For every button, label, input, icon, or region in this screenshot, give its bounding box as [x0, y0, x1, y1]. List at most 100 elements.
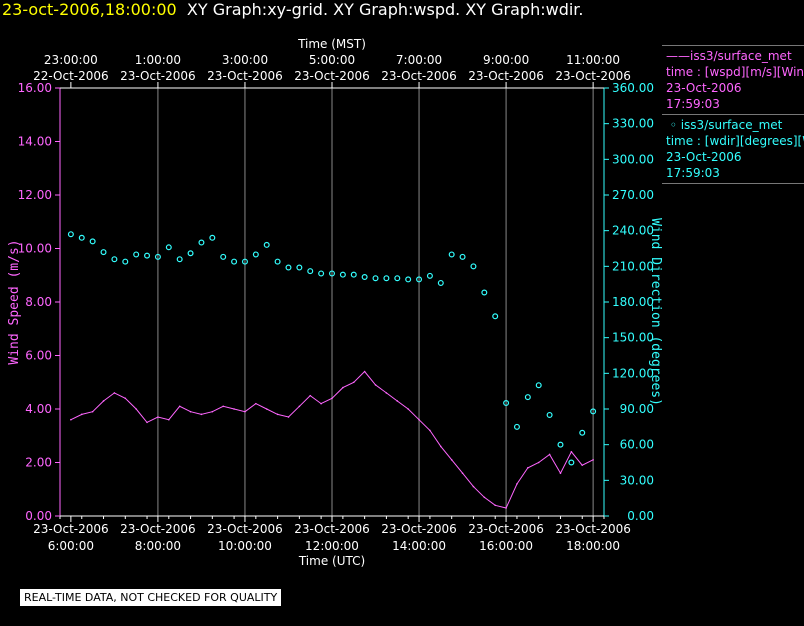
wind-speed-point	[592, 459, 594, 461]
wind-direction-point	[329, 270, 336, 277]
wind-speed-point	[559, 472, 562, 475]
wind-direction-point	[231, 258, 238, 265]
wind-direction-point	[339, 271, 346, 278]
wind-direction-point	[144, 252, 151, 259]
legend-direction-date: 23-Oct-2006	[666, 150, 742, 164]
wind-speed-point	[157, 416, 159, 418]
wind-speed-point	[309, 394, 312, 397]
y-right-tick-label: 120.00	[612, 366, 654, 380]
y-left-tick-label: 4.00	[25, 402, 52, 416]
wind-speed-point	[440, 445, 442, 448]
wind-speed-point	[70, 418, 72, 421]
y-left-tick-label: 16.00	[18, 81, 52, 95]
wind-speed-point	[483, 496, 486, 499]
y-right-tick-label: 330.00	[612, 117, 654, 131]
top-tick-label-date: 23-Oct-2006	[294, 69, 370, 83]
wind-speed-point	[396, 400, 399, 402]
wind-direction-point	[579, 429, 586, 436]
x-tick-label-time: 18:00:00	[566, 539, 620, 553]
wind-direction-point	[448, 251, 455, 258]
wind-direction-point	[361, 274, 368, 281]
wind-direction-point	[263, 241, 270, 248]
wind-direction-point	[492, 313, 499, 320]
top-axis-title: Time (MST)	[297, 37, 366, 51]
wind-speed-point	[124, 397, 127, 400]
y-right-tick-label: 150.00	[612, 331, 654, 345]
wind-direction-point	[100, 249, 107, 256]
wind-speed-point	[265, 408, 268, 410]
y-right-tick-label: 60.00	[620, 438, 654, 452]
legend-entry-speed[interactable]: ——iss3/surface_met time : [wspd][m/s][Wi…	[662, 45, 804, 114]
legend-direction-name: ◦ iss3/surface_met	[666, 117, 804, 133]
wind-speed-point	[352, 381, 355, 384]
wind-direction-point	[307, 268, 314, 275]
wind-speed-point	[298, 405, 301, 408]
y-left-tick-label: 2.00	[25, 456, 52, 470]
wind-direction-point	[198, 239, 205, 246]
top-tick-label-time: 9:00:00	[483, 53, 529, 67]
wind-speed-point	[146, 421, 148, 424]
wind-speed-point	[168, 418, 170, 421]
wind-direction-point	[394, 275, 401, 282]
x-tick-label-time: 14:00:00	[392, 539, 446, 553]
wind-direction-point	[111, 256, 118, 263]
x-tick-label-time: 8:00:00	[135, 539, 181, 553]
wind-speed-point	[548, 453, 551, 456]
wind-speed-point	[407, 408, 409, 410]
wind-direction-point	[67, 231, 74, 238]
wind-speed-point	[255, 402, 257, 405]
x-tick-label-date: 23-Oct-2006	[33, 522, 109, 536]
y-right-tick-label: 240.00	[612, 224, 654, 238]
legend-speed-name: ——iss3/surface_met	[666, 49, 792, 63]
y-right-tick-label: 90.00	[620, 402, 654, 416]
x-axis-title: Time (UTC)	[298, 554, 365, 568]
wind-speed-point	[418, 418, 420, 421]
y-left-tick-label: 0.00	[25, 509, 52, 523]
legend-speed-time: 17:59:03	[666, 97, 720, 111]
top-tick-label-date: 23-Oct-2006	[555, 69, 631, 83]
wind-direction-point	[78, 234, 85, 241]
wind-speed-point	[276, 413, 279, 416]
top-tick-label-date: 22-Oct-2006	[33, 69, 109, 83]
window-title: 23-oct-2006,18:00:00 XY Graph:xy-grid. X…	[2, 0, 584, 19]
wind-direction-point	[318, 270, 325, 277]
x-tick-label-date: 23-Oct-2006	[381, 522, 457, 536]
top-tick-label-time: 7:00:00	[396, 53, 442, 67]
x-tick-label-date: 23-Oct-2006	[555, 522, 631, 536]
legend-entry-direction[interactable]: ◦ iss3/surface_met time : [wdir][degrees…	[662, 114, 804, 183]
wind-direction-point	[122, 258, 129, 265]
legend-divider	[662, 183, 804, 185]
legend-direction-source: iss3/surface_met	[680, 118, 783, 132]
top-tick-label-time: 11:00:00	[566, 53, 620, 67]
x-tick-label-date: 23-Oct-2006	[294, 522, 370, 536]
x-tick-label-time: 10:00:00	[218, 539, 272, 553]
wind-direction-point	[187, 250, 194, 257]
legend-direction-time: 17:59:03	[666, 166, 720, 180]
wind-direction-point	[372, 275, 379, 282]
wind-speed-point	[537, 461, 540, 464]
wind-direction-point	[459, 253, 466, 260]
wind-direction-point	[274, 258, 281, 265]
top-tick-label-time: 3:00:00	[222, 53, 268, 67]
x-tick-label-time: 16:00:00	[479, 539, 533, 553]
top-tick-label-time: 1:00:00	[135, 53, 181, 67]
y-left-tick-label: 6.00	[25, 349, 52, 363]
wind-direction-point	[285, 264, 292, 271]
wind-speed-point	[581, 464, 584, 466]
wind-speed-point	[527, 467, 529, 469]
wind-speed-point	[233, 408, 235, 410]
wind-speed-point	[570, 451, 573, 453]
wind-speed-point	[113, 392, 116, 394]
wind-speed-point	[385, 392, 388, 394]
y-right-axis-title: Wind Direction (degrees)	[648, 218, 663, 406]
wind-speed-point	[222, 405, 224, 408]
legend-speed-variable: time : [wspd][m/s][Wind Speed]	[666, 65, 804, 79]
quality-notice: REAL-TIME DATA, NOT CHECKED FOR QUALITY	[20, 589, 282, 606]
wind-speed-point	[178, 405, 181, 408]
wind-speed-point	[91, 410, 94, 413]
wind-direction-point	[535, 382, 542, 389]
x-tick-label-date: 23-Oct-2006	[120, 522, 196, 536]
x-tick-label-time: 12:00:00	[305, 539, 359, 553]
y-left-tick-label: 14.00	[18, 135, 52, 149]
wind-direction-point	[546, 411, 553, 418]
